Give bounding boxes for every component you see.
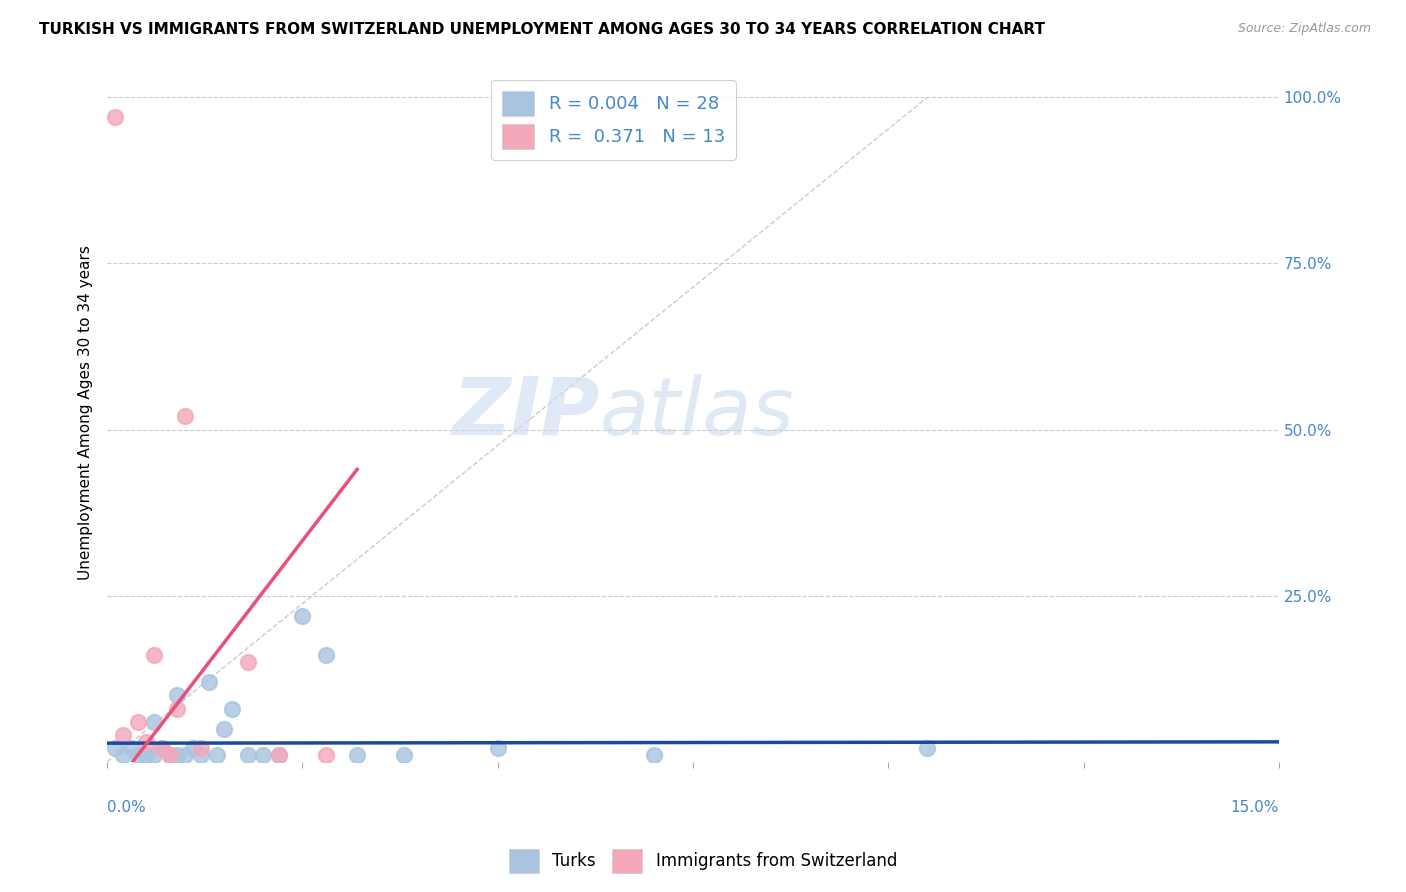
Point — [135, 748, 157, 763]
Point — [486, 741, 509, 756]
Point — [166, 748, 188, 763]
Text: atlas: atlas — [599, 374, 794, 452]
Point — [174, 409, 197, 424]
Point — [143, 714, 166, 729]
Point — [111, 728, 134, 742]
Point — [104, 110, 127, 124]
Point — [150, 741, 173, 756]
Point — [236, 748, 259, 763]
Point — [917, 741, 939, 756]
Point — [190, 748, 212, 763]
Point — [166, 689, 188, 703]
Point — [315, 648, 337, 663]
Point — [392, 748, 415, 763]
Point — [205, 748, 228, 763]
Point — [190, 741, 212, 756]
Text: TURKISH VS IMMIGRANTS FROM SWITZERLAND UNEMPLOYMENT AMONG AGES 30 TO 34 YEARS CO: TURKISH VS IMMIGRANTS FROM SWITZERLAND U… — [39, 22, 1046, 37]
Point — [643, 748, 665, 763]
Text: 15.0%: 15.0% — [1230, 800, 1279, 815]
Point — [291, 608, 314, 623]
Point — [174, 748, 197, 763]
Point — [104, 741, 127, 756]
Point — [143, 648, 166, 663]
Point — [127, 714, 149, 729]
Point — [214, 722, 236, 736]
Point — [150, 741, 173, 756]
Text: Source: ZipAtlas.com: Source: ZipAtlas.com — [1237, 22, 1371, 36]
Point — [236, 655, 259, 669]
Text: 0.0%: 0.0% — [107, 800, 146, 815]
Point — [267, 748, 290, 763]
Point — [197, 675, 219, 690]
Point — [120, 741, 142, 756]
Point — [181, 741, 204, 756]
Point — [267, 748, 290, 763]
Point — [111, 748, 134, 763]
Point — [143, 748, 166, 763]
Y-axis label: Unemployment Among Ages 30 to 34 years: Unemployment Among Ages 30 to 34 years — [79, 245, 93, 581]
Point — [159, 748, 181, 763]
Point — [221, 701, 243, 715]
Point — [346, 748, 368, 763]
Point — [315, 748, 337, 763]
Point — [127, 748, 149, 763]
Point — [252, 748, 274, 763]
Point — [159, 748, 181, 763]
Point — [135, 735, 157, 749]
Text: ZIP: ZIP — [451, 374, 599, 452]
Legend: Turks, Immigrants from Switzerland: Turks, Immigrants from Switzerland — [502, 842, 904, 880]
Point — [166, 701, 188, 715]
Legend: R = 0.004   N = 28, R =  0.371   N = 13: R = 0.004 N = 28, R = 0.371 N = 13 — [491, 80, 735, 160]
